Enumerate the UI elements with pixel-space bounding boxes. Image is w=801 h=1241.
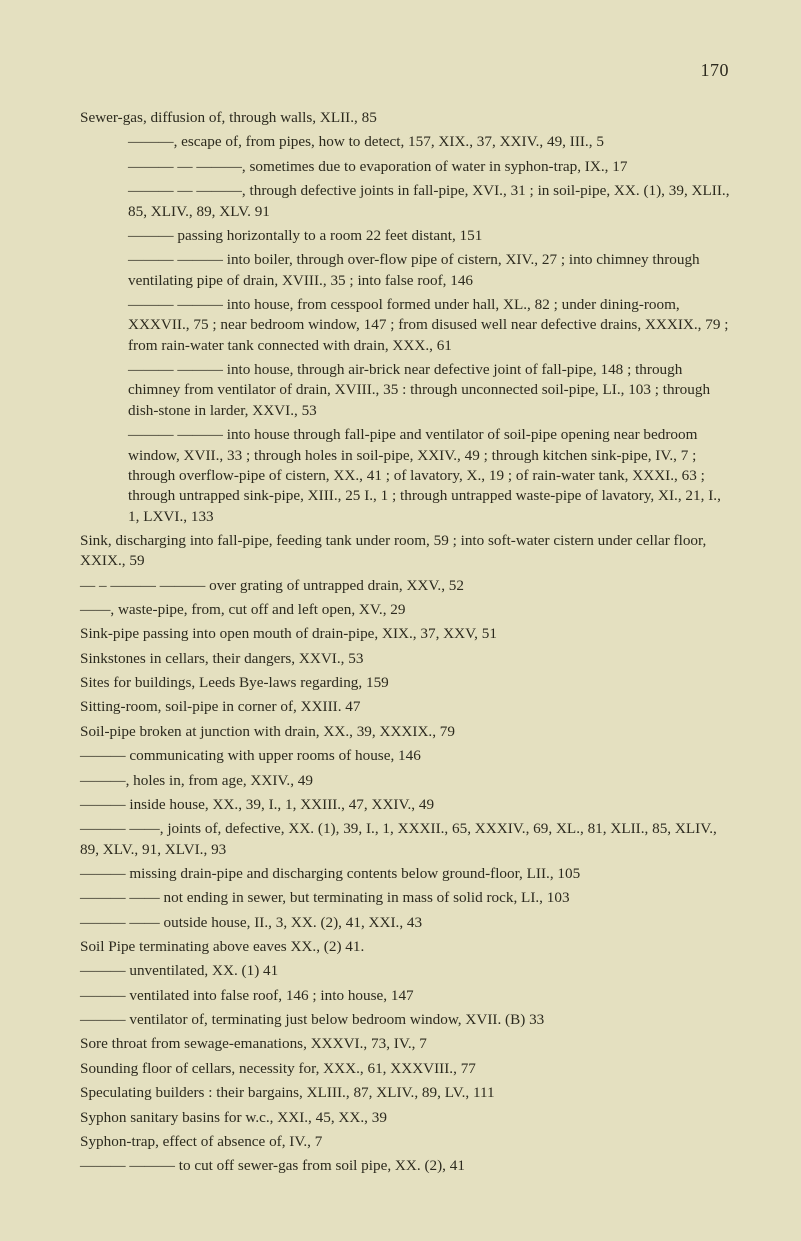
index-line: ———, holes in, from age, XXIV., 49 xyxy=(80,771,733,791)
index-line: Sounding floor of cellars, necessity for… xyxy=(80,1059,733,1079)
index-line: ——— ventilator of, terminating just belo… xyxy=(80,1010,733,1030)
index-line: ——— ventilated into false roof, 146 ; in… xyxy=(80,986,733,1006)
index-line: Syphon-trap, effect of absence of, IV., … xyxy=(80,1132,733,1152)
index-line: ——— — ———, through defective joints in f… xyxy=(80,181,733,222)
index-line: ——— inside house, XX., 39, I., 1, XXIII.… xyxy=(80,795,733,815)
index-line: Sore throat from sewage-emanations, XXXV… xyxy=(80,1034,733,1054)
index-line: ———, escape of, from pipes, how to detec… xyxy=(80,132,733,152)
index-line: ——— ——— to cut off sewer-gas from soil p… xyxy=(80,1156,733,1176)
index-line: Speculating builders : their bargains, X… xyxy=(80,1083,733,1103)
page-number: 170 xyxy=(80,58,733,82)
index-line: Sitting-room, soil-pipe in corner of, XX… xyxy=(80,697,733,717)
index-line: Sewer-gas, diffusion of, through walls, … xyxy=(80,108,733,128)
index-line: ——— communicating with upper rooms of ho… xyxy=(80,746,733,766)
index-body: Sewer-gas, diffusion of, through walls, … xyxy=(80,108,733,1177)
index-line: Sink-pipe passing into open mouth of dra… xyxy=(80,624,733,644)
index-line: ——— —— not ending in sewer, but terminat… xyxy=(80,888,733,908)
index-line: Sinkstones in cellars, their dangers, XX… xyxy=(80,649,733,669)
index-line: ——— missing drain-pipe and discharging c… xyxy=(80,864,733,884)
index-line: ——— ——— into house, from cesspool formed… xyxy=(80,295,733,356)
index-line: Sites for buildings, Leeds Bye-laws rega… xyxy=(80,673,733,693)
index-line: ——— ——, joints of, defective, XX. (1), 3… xyxy=(80,819,733,860)
index-line: ——— — ———, sometimes due to evaporation … xyxy=(80,157,733,177)
index-line: Soil Pipe terminating above eaves XX., (… xyxy=(80,937,733,957)
index-line: Syphon sanitary basins for w.c., XXI., 4… xyxy=(80,1108,733,1128)
index-line: ——, waste-pipe, from, cut off and left o… xyxy=(80,600,733,620)
index-line: Soil-pipe broken at junction with drain,… xyxy=(80,722,733,742)
index-line: ——— ——— into house, through air-brick ne… xyxy=(80,360,733,421)
index-line: Sink, discharging into fall-pipe, feedin… xyxy=(80,531,733,572)
index-line: ——— ——— into house through fall-pipe and… xyxy=(80,425,733,527)
index-line: ——— unventilated, XX. (1) 41 xyxy=(80,961,733,981)
index-line: — – ——— ——— over grating of untrapped dr… xyxy=(80,576,733,596)
index-line: ——— —— outside house, II., 3, XX. (2), 4… xyxy=(80,913,733,933)
index-line: ——— ——— into boiler, through over-flow p… xyxy=(80,250,733,291)
index-line: ——— passing horizontally to a room 22 fe… xyxy=(80,226,733,246)
page: 170 Sewer-gas, diffusion of, through wal… xyxy=(0,0,801,1241)
